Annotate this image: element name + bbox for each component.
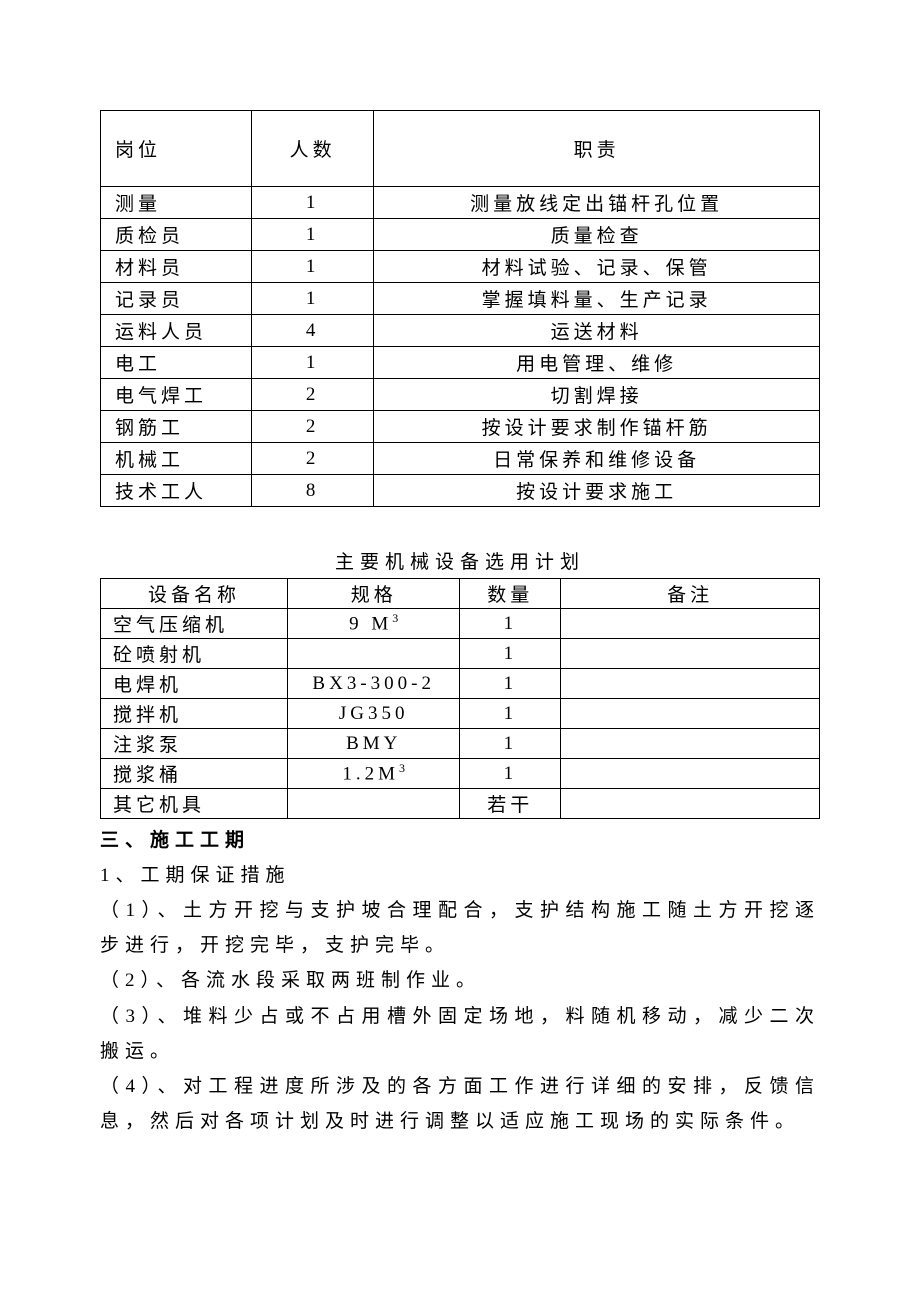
- table-header-row: 岗位 人数 职责: [101, 111, 820, 187]
- table-cell: 1: [460, 729, 561, 759]
- table-row: 其它机具 若干: [101, 789, 820, 819]
- col-qty: 数量: [460, 579, 561, 609]
- table-cell: 1: [251, 283, 373, 315]
- equipment-table: 设备名称 规格 数量 备注 空气压缩机9 M31砼喷射机1电焊机BX3-300-…: [100, 578, 820, 819]
- paragraph: （1）、土方开挖与支护坡合理配合，支护结构施工随土方开挖逐步进行，开挖完毕，支护…: [100, 893, 820, 963]
- table-row: 电焊机BX3-300-21: [101, 669, 820, 699]
- col-count: 人数: [251, 111, 373, 187]
- paragraph: （3）、堆料少占或不占用槽外固定场地，料随机移动，减少二次搬运。: [100, 999, 820, 1069]
- table-row: 搅拌机JG3501: [101, 699, 820, 729]
- table-cell: 1: [251, 251, 373, 283]
- table-cell: 1: [460, 609, 561, 639]
- table-cell: 其它机具: [101, 789, 288, 819]
- table-header-row: 设备名称 规格 数量 备注: [101, 579, 820, 609]
- table-cell: JG350: [287, 699, 460, 729]
- table-row: 钢筋工2按设计要求制作锚杆筋: [101, 411, 820, 443]
- col-duty: 职责: [374, 111, 820, 187]
- table-cell: 若干: [460, 789, 561, 819]
- table-cell: 4: [251, 315, 373, 347]
- table-cell: [561, 699, 820, 729]
- table-cell: 电气焊工: [101, 379, 252, 411]
- table-row: 电工1用电管理、维修: [101, 347, 820, 379]
- section-heading: 三、施工工期: [100, 825, 820, 852]
- table-cell: [561, 759, 820, 789]
- table-cell: 1: [460, 759, 561, 789]
- table-cell: 1: [251, 219, 373, 251]
- table-row: 运料人员4运送材料: [101, 315, 820, 347]
- table-cell: [561, 729, 820, 759]
- equipment-title: 主要机械设备选用计划: [100, 547, 820, 574]
- table-cell: 测量放线定出锚杆孔位置: [374, 187, 820, 219]
- table-cell: 质量检查: [374, 219, 820, 251]
- table-row: 砼喷射机 1: [101, 639, 820, 669]
- col-spec: 规格: [287, 579, 460, 609]
- table-cell: 运送材料: [374, 315, 820, 347]
- table-cell: 用电管理、维修: [374, 347, 820, 379]
- table-cell: [561, 639, 820, 669]
- table-cell: 1: [251, 187, 373, 219]
- table-cell: 2: [251, 379, 373, 411]
- table-cell: 运料人员: [101, 315, 252, 347]
- table-cell: 9 M3: [287, 609, 460, 639]
- table-row: 电气焊工2切割焊接: [101, 379, 820, 411]
- table-cell: [287, 639, 460, 669]
- table-cell: 注浆泵: [101, 729, 288, 759]
- table-cell: BMY: [287, 729, 460, 759]
- table-cell: 2: [251, 411, 373, 443]
- table-row: 测量1测量放线定出锚杆孔位置: [101, 187, 820, 219]
- paragraph: （2）、各流水段采取两班制作业。: [100, 963, 820, 998]
- table-cell: 钢筋工: [101, 411, 252, 443]
- table-cell: 电工: [101, 347, 252, 379]
- table-cell: 质检员: [101, 219, 252, 251]
- paragraph: （4）、对工程进度所涉及的各方面工作进行详细的安排，反馈信息，然后对各项计划及时…: [100, 1069, 820, 1139]
- table-cell: 电焊机: [101, 669, 288, 699]
- table-cell: [561, 669, 820, 699]
- table-cell: 1.2M3: [287, 759, 460, 789]
- table-cell: 砼喷射机: [101, 639, 288, 669]
- staffing-table: 岗位 人数 职责 测量1测量放线定出锚杆孔位置质检员1质量检查材料员1材料试验、…: [100, 110, 820, 507]
- col-position: 岗位: [101, 111, 252, 187]
- table-row: 材料员1材料试验、记录、保管: [101, 251, 820, 283]
- table-cell: 技术工人: [101, 475, 252, 507]
- table-cell: 记录员: [101, 283, 252, 315]
- table-cell: 按设计要求施工: [374, 475, 820, 507]
- table-cell: [561, 789, 820, 819]
- table-cell: 切割焊接: [374, 379, 820, 411]
- table-cell: 日常保养和维修设备: [374, 443, 820, 475]
- table-cell: 空气压缩机: [101, 609, 288, 639]
- table-row: 空气压缩机9 M31: [101, 609, 820, 639]
- table-cell: 1: [460, 699, 561, 729]
- table-cell: 1: [251, 347, 373, 379]
- table-cell: 搅浆桶: [101, 759, 288, 789]
- table-row: 注浆泵BMY1: [101, 729, 820, 759]
- col-equip-name: 设备名称: [101, 579, 288, 609]
- table-row: 搅浆桶1.2M31: [101, 759, 820, 789]
- table-cell: 材料试验、记录、保管: [374, 251, 820, 283]
- table-cell: [287, 789, 460, 819]
- table-row: 技术工人8按设计要求施工: [101, 475, 820, 507]
- table-cell: [561, 609, 820, 639]
- table-row: 记录员1掌握填料量、生产记录: [101, 283, 820, 315]
- table-cell: 8: [251, 475, 373, 507]
- table-row: 机械工2日常保养和维修设备: [101, 443, 820, 475]
- table-cell: 搅拌机: [101, 699, 288, 729]
- table-cell: 1: [460, 639, 561, 669]
- table-cell: 掌握填料量、生产记录: [374, 283, 820, 315]
- table-cell: 机械工: [101, 443, 252, 475]
- table-row: 质检员1质量检查: [101, 219, 820, 251]
- table-cell: 2: [251, 443, 373, 475]
- subsection-heading: 1、工期保证措施: [100, 858, 820, 893]
- table-cell: 按设计要求制作锚杆筋: [374, 411, 820, 443]
- col-remark: 备注: [561, 579, 820, 609]
- table-cell: 1: [460, 669, 561, 699]
- table-cell: 测量: [101, 187, 252, 219]
- table-cell: 材料员: [101, 251, 252, 283]
- table-cell: BX3-300-2: [287, 669, 460, 699]
